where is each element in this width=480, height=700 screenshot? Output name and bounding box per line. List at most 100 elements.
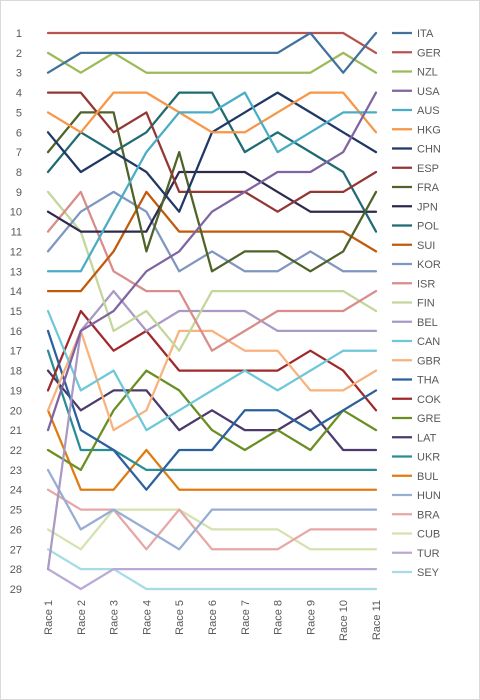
x-tick-label: Race 5 [174, 600, 186, 635]
y-tick-label: 11 [11, 227, 22, 239]
y-tick-label: 25 [10, 505, 22, 517]
x-tick-label: Race 11 [371, 600, 383, 640]
y-tick-label: 2 [16, 48, 22, 60]
y-tick-label: 17 [10, 346, 22, 358]
y-tick-label: 21 [10, 425, 22, 437]
legend-label-can: CAN [417, 336, 440, 348]
legend-label-jpn: JPN [417, 201, 438, 213]
x-tick-label: Race 8 [273, 600, 285, 635]
legend-label-bel: BEL [417, 317, 438, 329]
y-tick-label: 1 [16, 28, 22, 40]
x-axis-ticks: Race 1 Race 2 Race 3 Race 4 Race 5 Race 6 Race… [43, 600, 383, 641]
x-tick-label: Race 1 [43, 600, 55, 635]
legend-label-cub: CUB [417, 529, 440, 541]
y-tick-label: 28 [10, 564, 22, 576]
legend-label-hun: HUN [417, 490, 441, 502]
series-line-bel [46, 289, 378, 571]
x-tick-label: Race 2 [76, 600, 88, 635]
series-line-ita [46, 31, 378, 74]
legend-label-sey: SEY [417, 567, 440, 579]
x-tick-label: Race 3 [109, 600, 121, 635]
y-tick-label: 24 [10, 485, 22, 497]
series-line-aus [46, 91, 378, 273]
y-tick-label: 29 [10, 584, 22, 596]
series-line-chn [46, 91, 378, 213]
legend-label-lat: LAT [417, 432, 437, 444]
series-line-kor [46, 190, 378, 273]
legend-label-esp: ESP [417, 163, 439, 175]
x-tick-label: Race 10 [338, 600, 350, 641]
series-line-hkg [46, 91, 378, 134]
series-line-hun [46, 468, 378, 551]
legend-label-ukr: UKR [417, 452, 440, 464]
y-axis-ticks: 1234567891011121314151617181920212223242… [10, 28, 22, 596]
y-tick-label: 19 [10, 385, 22, 397]
series-line-ukr [46, 349, 378, 472]
series-line-tha [46, 329, 378, 491]
y-tick-label: 22 [10, 445, 22, 457]
y-tick-label: 8 [16, 167, 22, 179]
legend-label-ger: GER [417, 47, 441, 59]
legend-label-ita: ITA [417, 28, 434, 40]
y-tick-label: 4 [16, 88, 22, 100]
x-tick-label: Race 7 [240, 600, 252, 635]
y-tick-label: 7 [16, 147, 22, 159]
series-line-gbr [46, 329, 378, 432]
legend-label-hkg: HKG [417, 124, 441, 136]
x-tick-label: Race 6 [207, 600, 219, 635]
legend-label-gre: GRE [417, 413, 441, 425]
y-tick-label: 15 [10, 306, 22, 318]
y-tick-label: 5 [16, 107, 22, 119]
y-tick-label: 12 [10, 246, 22, 258]
y-tick-label: 26 [10, 524, 22, 536]
series-line-usa [46, 91, 378, 432]
legend-label-aus: AUS [417, 105, 440, 117]
legend-label-bra: BRA [417, 509, 440, 521]
x-tick-label: Race 9 [305, 600, 317, 635]
series-line-bra [46, 488, 378, 551]
legend-label-bul: BUL [417, 471, 438, 483]
y-tick-label: 18 [10, 366, 22, 378]
y-tick-label: 16 [10, 326, 22, 338]
series-line-fra [46, 111, 378, 273]
series-line-nzl [46, 51, 378, 74]
legend-label-sui: SUI [417, 240, 435, 252]
series-line-sui [46, 190, 378, 293]
series-line-cok [46, 309, 378, 412]
series-line-sey [46, 548, 378, 591]
legend: ITA GER NZL USA AUS HKG CHN ESP FRA JPN POL SUI KOR I… [392, 28, 442, 579]
series-line-ger [46, 31, 378, 55]
legend-label-isr: ISR [417, 278, 435, 290]
y-tick-label: 10 [10, 207, 22, 219]
series-line-tur [46, 567, 378, 591]
legend-label-chn: CHN [417, 144, 441, 156]
legend-label-fin: FIN [417, 298, 435, 310]
legend-label-tur: TUR [417, 548, 440, 560]
legend-label-usa: USA [417, 86, 440, 98]
legend-label-fra: FRA [417, 182, 440, 194]
series-line-cub [46, 508, 378, 551]
y-tick-label: 14 [10, 286, 22, 298]
y-tick-label: 23 [10, 465, 22, 477]
legend-label-tha: THA [417, 375, 440, 387]
x-tick-label: Race 4 [141, 600, 153, 635]
y-tick-label: 9 [16, 187, 22, 199]
legend-label-kor: KOR [417, 259, 441, 271]
legend-label-cok: COK [417, 394, 442, 406]
y-tick-label: 6 [16, 127, 22, 139]
y-tick-label: 3 [16, 68, 22, 80]
series-line-can [46, 309, 378, 432]
y-tick-label: 20 [10, 405, 22, 417]
series-line-gre [46, 369, 378, 472]
legend-label-nzl: NZL [417, 67, 438, 79]
y-tick-label: 13 [10, 266, 22, 278]
series-line-bul [46, 409, 378, 491]
legend-label-gbr: GBR [417, 355, 441, 367]
series-lines [46, 31, 378, 591]
y-tick-label: 27 [10, 544, 22, 556]
legend-label-pol: POL [417, 221, 439, 233]
series-line-esp [46, 91, 378, 213]
series-line-fin [46, 190, 378, 352]
